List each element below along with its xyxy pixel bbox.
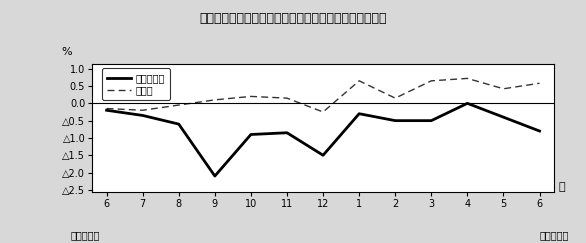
Line: 製造業累計: 製造業累計 (107, 103, 540, 176)
製造業累計 (356, 112, 363, 115)
製造業 (212, 98, 219, 101)
製造業 (391, 97, 398, 100)
製造業累計 (500, 116, 507, 119)
製造業 (284, 97, 291, 100)
Text: 平成２０年: 平成２０年 (539, 231, 568, 241)
Text: 月: 月 (558, 182, 565, 192)
製造業 (319, 111, 326, 113)
製造業累計 (284, 131, 291, 134)
製造業 (139, 109, 146, 112)
製造業累計 (212, 174, 219, 177)
製造業累計 (139, 114, 146, 117)
製造業累計 (319, 154, 326, 157)
製造業 (247, 95, 254, 98)
製造業累計 (247, 133, 254, 136)
製造業累計 (175, 123, 182, 126)
Line: 製造業: 製造業 (107, 78, 540, 112)
製造業累計 (428, 119, 435, 122)
製造業 (428, 79, 435, 82)
製造業累計 (103, 109, 110, 112)
製造業 (500, 87, 507, 90)
製造業累計 (464, 102, 471, 105)
製造業 (536, 82, 543, 85)
製造業 (464, 77, 471, 80)
Text: 第３図　常用雇用指数対前年比の推移（規模５人以上）: 第３図 常用雇用指数対前年比の推移（規模５人以上） (199, 12, 387, 25)
製造業 (356, 79, 363, 82)
Text: %: % (62, 47, 72, 57)
製造業累計 (391, 119, 398, 122)
Text: 平成１９年: 平成１９年 (70, 231, 100, 241)
製造業 (175, 104, 182, 106)
Legend: 製造業累計, 製造業: 製造業累計, 製造業 (101, 68, 170, 100)
製造業 (103, 107, 110, 110)
製造業累計 (536, 130, 543, 132)
